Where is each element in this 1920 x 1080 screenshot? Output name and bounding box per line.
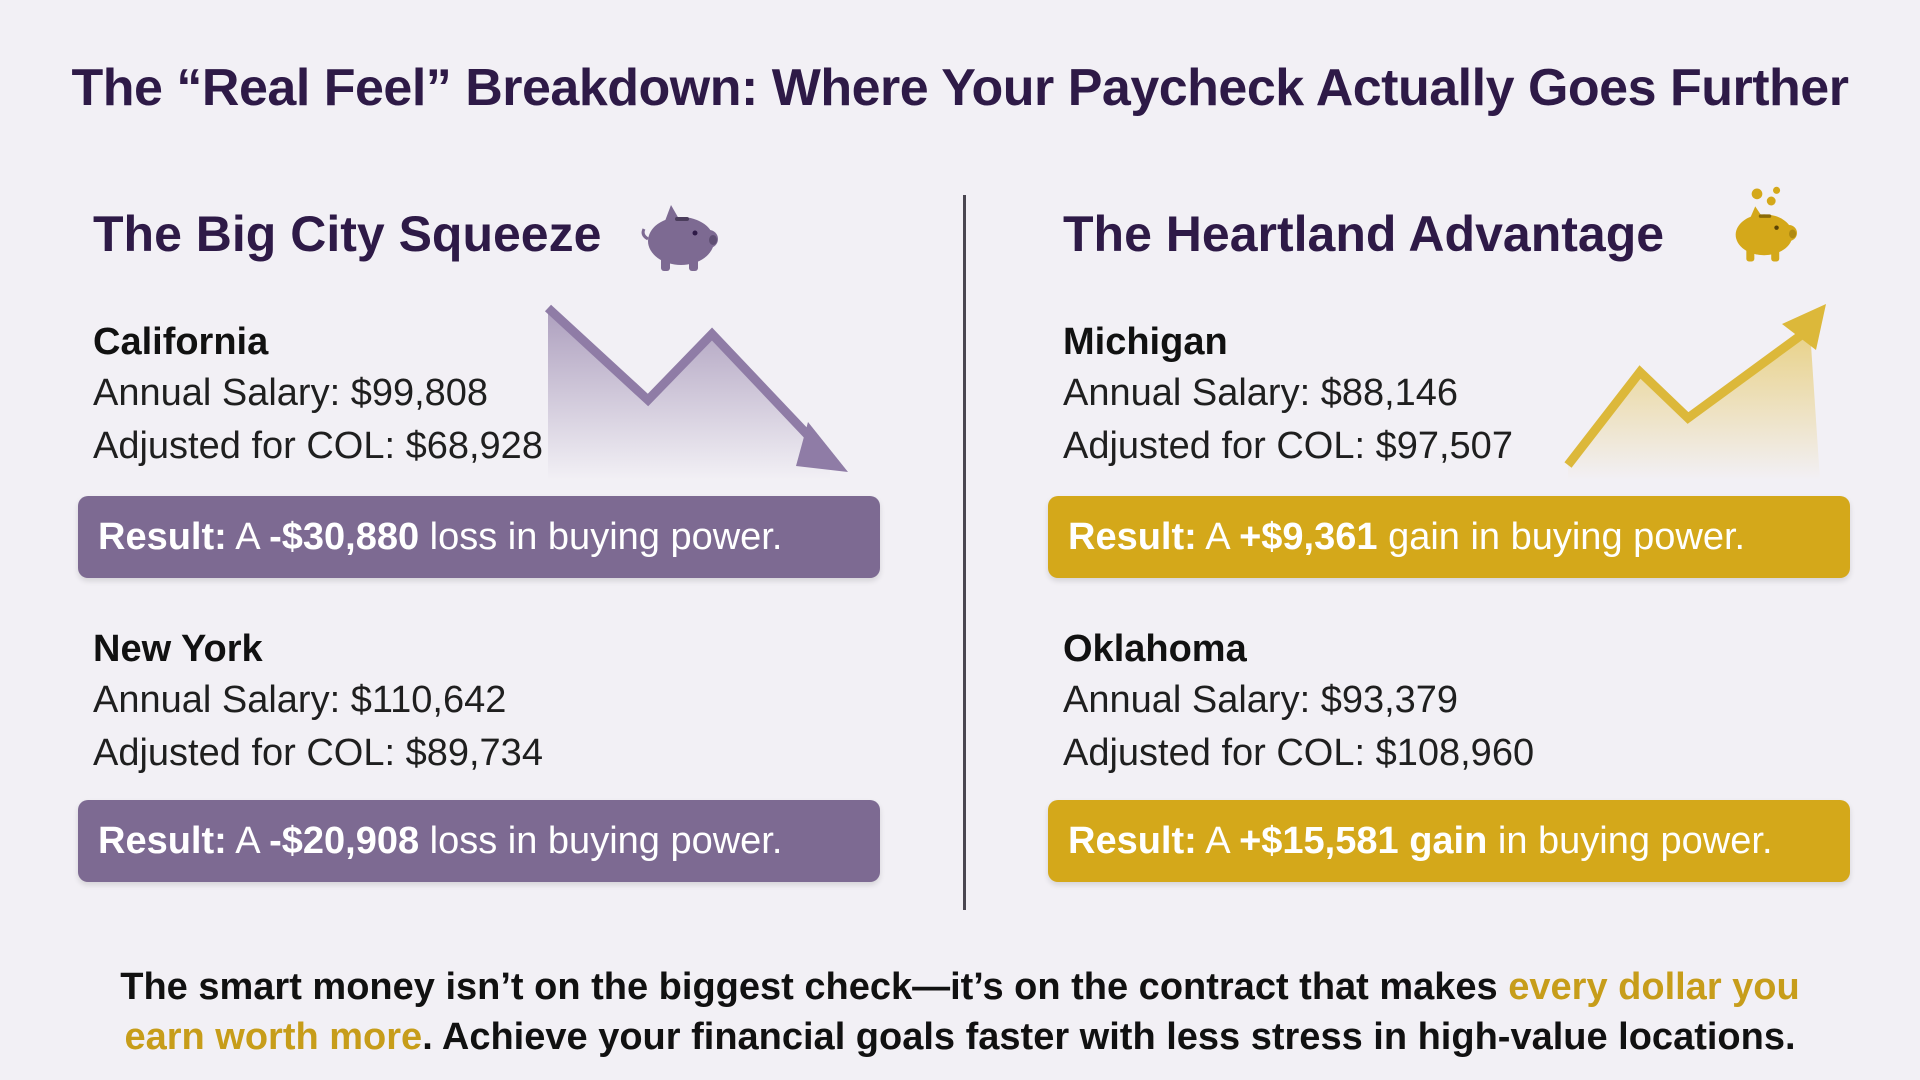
- result-article: A: [1205, 516, 1229, 558]
- footer-text: The smart money isn’t on the biggest che…: [120, 966, 1509, 1008]
- piggy-bank-icon: [641, 205, 718, 271]
- adjusted-col: Adjusted for COL: $89,734: [93, 732, 543, 774]
- state-california: California Annual Salary: $99,808 Adjust…: [93, 317, 543, 473]
- state-oklahoma: Oklahoma Annual Salary: $93,379 Adjusted…: [1063, 624, 1534, 780]
- result-article: A: [1205, 820, 1229, 862]
- adjusted-col: Adjusted for COL: $68,928: [93, 425, 543, 467]
- heartland-title: The Heartland Advantage: [1063, 206, 1665, 262]
- result-text: loss in buying power.: [429, 516, 783, 558]
- result-article: A: [235, 516, 259, 558]
- footer-message: The smart money isn’t on the biggest che…: [0, 962, 1920, 1062]
- state-name: Oklahoma: [1063, 628, 1247, 670]
- state-new-york: New York Annual Salary: $110,642 Adjuste…: [93, 624, 543, 780]
- result-label: Result:: [1068, 820, 1197, 862]
- column-divider: [963, 195, 966, 910]
- result-banner-oklahoma: Result: A +$15,581 gain in buying power.: [1048, 800, 1850, 882]
- result-banner-new-york: Result: A -$20,908 loss in buying power.: [78, 800, 880, 882]
- annual-salary: Annual Salary: $88,146: [1063, 372, 1459, 414]
- annual-salary: Annual Salary: $110,642: [93, 679, 507, 721]
- result-banner-michigan: Result: A +$9,361 gain in buying power.: [1048, 496, 1850, 578]
- adjusted-col: Adjusted for COL: $108,960: [1063, 732, 1535, 774]
- annual-salary: Annual Salary: $93,379: [1063, 679, 1459, 721]
- footer-line-1: The smart money isn’t on the biggest che…: [0, 962, 1920, 1012]
- state-name: Michigan: [1063, 321, 1228, 363]
- adjusted-col: Adjusted for COL: $97,507: [1063, 425, 1513, 467]
- footer-highlight: earn worth more: [124, 1016, 423, 1058]
- result-amount: +$15,581 gain: [1239, 820, 1488, 862]
- downward-trend-arrow-icon: [544, 304, 848, 480]
- result-amount: -$30,880: [269, 516, 420, 558]
- result-text: gain in buying power.: [1388, 516, 1746, 558]
- result-label: Result:: [1068, 516, 1197, 558]
- state-name: New York: [93, 628, 263, 670]
- state-michigan: Michigan Annual Salary: $88,146 Adjusted…: [1063, 317, 1513, 473]
- result-text: in buying power.: [1497, 820, 1773, 862]
- page-title: The “Real Feel” Breakdown: Where Your Pa…: [71, 59, 1849, 117]
- footer-text: . Achieve your financial goals faster wi…: [422, 1016, 1796, 1058]
- footer-line-2: earn worth more. Achieve your financial …: [0, 1012, 1920, 1062]
- state-name: California: [93, 321, 269, 363]
- result-amount: +$9,361: [1239, 516, 1378, 558]
- result-text: loss in buying power.: [429, 820, 783, 862]
- annual-salary: Annual Salary: $99,808: [93, 372, 489, 414]
- result-label: Result:: [98, 820, 227, 862]
- result-label: Result:: [98, 516, 227, 558]
- result-banner-california: Result: A -$30,880 loss in buying power.: [78, 496, 880, 578]
- footer-highlight: every dollar you: [1508, 966, 1800, 1008]
- upward-trend-arrow-icon: [1564, 304, 1826, 480]
- result-article: A: [235, 820, 259, 862]
- big-city-title: The Big City Squeeze: [93, 206, 602, 262]
- result-amount: -$20,908: [269, 820, 420, 862]
- piggy-bank-coins-icon: [1735, 186, 1797, 262]
